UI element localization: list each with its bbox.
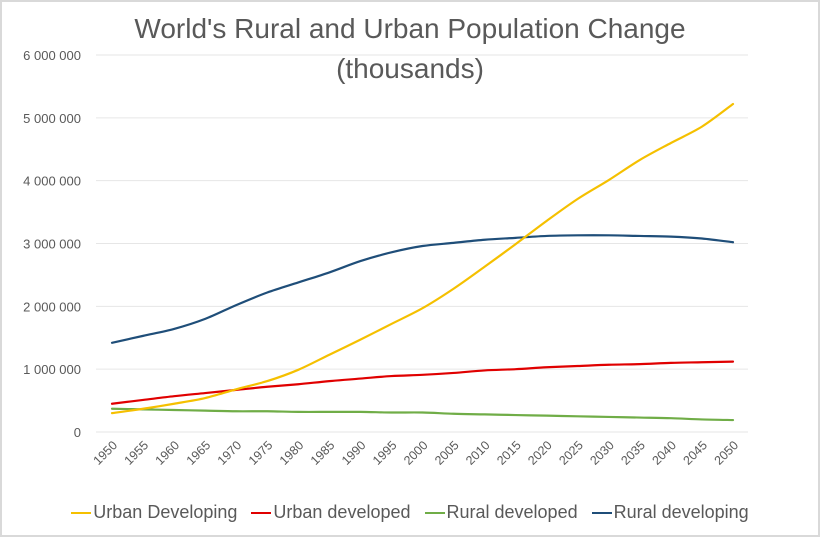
x-tick-label: 2005 bbox=[432, 438, 462, 468]
legend-item: Urban developed bbox=[251, 502, 411, 523]
x-tick-label: 2025 bbox=[556, 438, 586, 468]
y-tick-label: 0 bbox=[74, 425, 81, 440]
y-tick-label: 1 000 000 bbox=[23, 362, 81, 377]
gridlines bbox=[96, 54, 748, 433]
chart-subtitle: (thousands) bbox=[336, 53, 484, 84]
legend-swatch bbox=[71, 511, 92, 514]
x-tick-label: 1975 bbox=[246, 438, 276, 468]
y-tick-label: 6 000 000 bbox=[23, 48, 81, 63]
series-line-urban-developing bbox=[110, 102, 735, 415]
legend-label: Rural developed bbox=[446, 502, 578, 522]
legend-label: Urban Developing bbox=[93, 502, 238, 522]
x-tick-label: 2000 bbox=[401, 438, 431, 468]
x-axis-ticks: 1950 1955 1960 1965 1970 1975 1980 1985 1990 1995… bbox=[91, 438, 742, 468]
legend-item: Rural developing bbox=[591, 502, 749, 523]
y-tick-label: 5 000 000 bbox=[23, 111, 81, 126]
legend-swatch bbox=[424, 511, 445, 514]
legend-label: Urban developed bbox=[273, 502, 411, 522]
x-tick-label: 1950 bbox=[91, 438, 121, 468]
x-tick-label: 2015 bbox=[494, 438, 524, 468]
legend: Urban Developing Urban developed Rural dev… bbox=[0, 502, 820, 523]
x-tick-label: 2030 bbox=[587, 438, 617, 468]
series-line-urban-developed bbox=[110, 360, 735, 405]
legend-item: Rural developed bbox=[424, 502, 578, 523]
x-tick-label: 1990 bbox=[339, 438, 369, 468]
series-line-rural-developing bbox=[110, 234, 735, 344]
x-tick-label: 1955 bbox=[122, 438, 152, 468]
chart-title: World's Rural and Urban Population Chang… bbox=[134, 13, 686, 44]
x-tick-label: 2035 bbox=[618, 438, 648, 468]
series-line-rural-developed bbox=[110, 407, 735, 422]
x-tick-label: 2045 bbox=[681, 438, 711, 468]
x-tick-label: 1960 bbox=[153, 438, 183, 468]
x-tick-label: 2040 bbox=[649, 438, 679, 468]
y-axis-ticks: 0 1 000 000 2 000 000 3 000 000 4 000 000 5 0… bbox=[23, 48, 81, 440]
legend-label: Rural developing bbox=[613, 502, 749, 522]
x-tick-label: 1985 bbox=[308, 438, 338, 468]
x-tick-label: 1965 bbox=[184, 438, 214, 468]
x-tick-label: 1980 bbox=[277, 438, 307, 468]
y-tick-label: 3 000 000 bbox=[23, 237, 81, 252]
legend-swatch bbox=[251, 511, 272, 514]
x-tick-label: 1970 bbox=[215, 438, 245, 468]
x-tick-label: 2020 bbox=[525, 438, 555, 468]
x-tick-label: 2050 bbox=[712, 438, 742, 468]
legend-item: Urban Developing bbox=[71, 502, 237, 523]
series-lines bbox=[110, 102, 735, 422]
x-tick-label: 2010 bbox=[463, 438, 493, 468]
legend-swatch bbox=[591, 511, 612, 514]
y-tick-label: 4 000 000 bbox=[23, 174, 81, 189]
y-tick-label: 2 000 000 bbox=[23, 299, 81, 314]
x-tick-label: 1995 bbox=[370, 438, 400, 468]
